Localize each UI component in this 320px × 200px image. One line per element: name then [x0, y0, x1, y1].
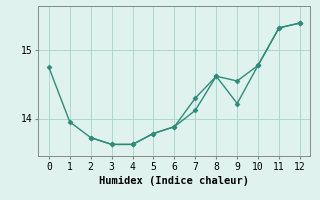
X-axis label: Humidex (Indice chaleur): Humidex (Indice chaleur)	[100, 176, 249, 186]
